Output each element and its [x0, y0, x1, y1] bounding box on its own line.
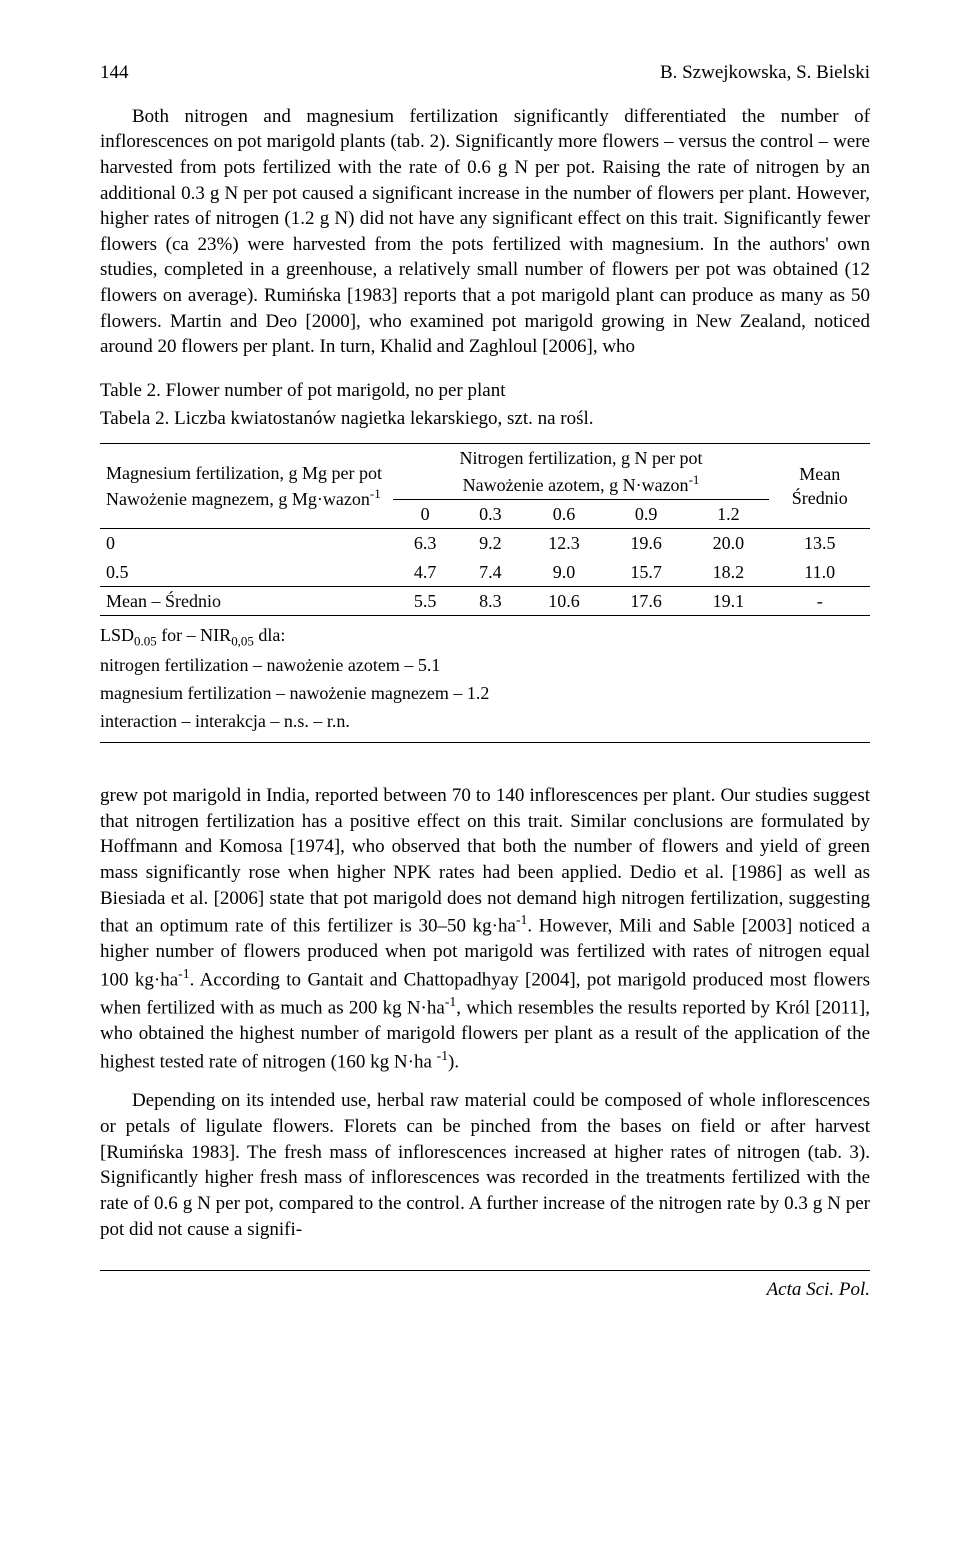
table2-cell: 5.5 — [393, 586, 458, 615]
table2-cell: 17.6 — [605, 586, 687, 615]
table-row: 0 6.3 9.2 12.3 19.6 20.0 13.5 — [100, 529, 870, 558]
lsd-interaction: interaction – interakcja – n.s. – r.n. — [100, 708, 870, 735]
lsd-nitrogen: nitrogen fertilization – nawożenie azote… — [100, 652, 870, 679]
lsd-magnesium: magnesium fertilization – nawożenie magn… — [100, 680, 870, 707]
table2-cell: 15.7 — [605, 558, 687, 587]
table2-col-header-pl: Nawożenie azotem, g N·wazon-1 — [463, 475, 700, 495]
journal-footer: Acta Sci. Pol. — [100, 1277, 870, 1303]
table2-n-level: 0 — [393, 499, 458, 528]
table2-mg-level: 0 — [100, 529, 393, 558]
table2-cell: 19.6 — [605, 529, 687, 558]
table2-cell: 9.0 — [523, 558, 605, 587]
body-paragraph-2: grew pot marigold in India, reported bet… — [100, 783, 870, 1074]
table2-col-header-en: Nitrogen fertilization, g N per pot — [460, 448, 703, 468]
page-number: 144 — [100, 60, 129, 86]
header-authors: B. Szwejkowska, S. Bielski — [660, 60, 870, 86]
table2-cell: 7.4 — [458, 558, 523, 587]
table2-n-level: 0.6 — [523, 499, 605, 528]
table2-cell: 20.0 — [687, 529, 769, 558]
table2-n-level: 0.9 — [605, 499, 687, 528]
table2-cell: 8.3 — [458, 586, 523, 615]
table2-lsd-block: LSD0.05 for – NIR0,05 dla: nitrogen fert… — [100, 622, 870, 743]
footer-rule — [100, 1270, 870, 1271]
page-header: 144 B. Szwejkowska, S. Bielski — [100, 60, 870, 86]
table2-caption-en: Table 2. Flower number of pot marigold, … — [100, 378, 870, 404]
table2-n-level: 1.2 — [687, 499, 769, 528]
body-paragraph-1: Both nitrogen and magnesium fertilizatio… — [100, 104, 870, 360]
table2-row-header: Magnesium fertilization, g Mg per pot Na… — [100, 444, 393, 529]
body-paragraph-3: Depending on its intended use, herbal ra… — [100, 1088, 870, 1242]
table2-row-header-en: Magnesium fertilization, g Mg per pot — [106, 463, 382, 483]
lsd-head: LSD0.05 for – NIR0,05 dla: — [100, 622, 870, 651]
table2-col-header: Nitrogen fertilization, g N per pot Nawo… — [393, 444, 770, 500]
table2-cell: 10.6 — [523, 586, 605, 615]
table2-cell: 18.2 — [687, 558, 769, 587]
table2-caption-pl: Tabela 2. Liczba kwiatostanów nagietka l… — [100, 406, 870, 432]
table2-cell: 9.2 — [458, 529, 523, 558]
table2-n-level: 0.3 — [458, 499, 523, 528]
table2-row-mean: 11.0 — [769, 558, 870, 587]
table2-row-mean: 13.5 — [769, 529, 870, 558]
table2-cell: 12.3 — [523, 529, 605, 558]
table2: Magnesium fertilization, g Mg per pot Na… — [100, 443, 870, 616]
table2-cell: 19.1 — [687, 586, 769, 615]
table2-mean-header: Mean Średnio — [769, 444, 870, 529]
table-row-mean: Mean – Średnio 5.5 8.3 10.6 17.6 19.1 - — [100, 586, 870, 615]
table-row: 0.5 4.7 7.4 9.0 15.7 18.2 11.0 — [100, 558, 870, 587]
table2-mg-level: 0.5 — [100, 558, 393, 587]
table2-mean-total: - — [769, 586, 870, 615]
table2-cell: 4.7 — [393, 558, 458, 587]
table2-mean-en: Mean — [799, 464, 840, 484]
table2-mean-row-label: Mean – Średnio — [100, 586, 393, 615]
table2-mean-pl: Średnio — [792, 488, 848, 508]
table2-row-header-pl: Nawożenie magnezem, g Mg·wazon-1 — [106, 489, 381, 509]
table2-cell: 6.3 — [393, 529, 458, 558]
